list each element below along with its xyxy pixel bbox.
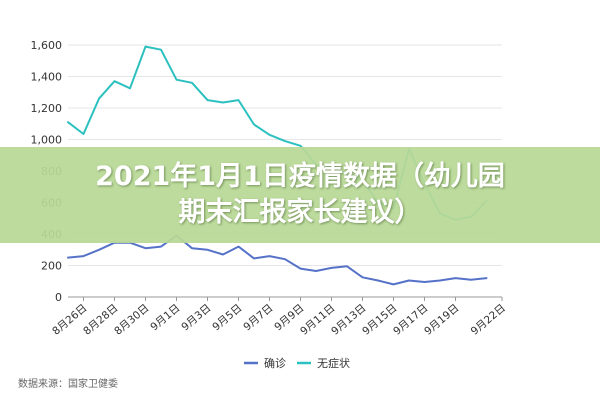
x-tick-label: 9月22日: [469, 302, 508, 338]
title-banner: 2021年1月1日疫情数据（幼儿园 期末汇报家长建议）: [0, 147, 600, 243]
x-tick-label: 9月7日: [241, 302, 275, 333]
x-axis: 8月26日8月28日8月30日9月1日9月3日9月5日9月7日9月9日9月11日…: [50, 296, 508, 338]
y-tick-label: 1,200: [31, 102, 63, 115]
y-tick-label: 0: [55, 291, 62, 304]
y-tick-label: 1,600: [31, 39, 63, 52]
y-tick-label: 1,400: [31, 71, 63, 84]
banner-title-line-2: 期末汇报家长建议）: [178, 197, 422, 228]
data-source-note: 数据来源：国家卫健委: [18, 379, 118, 390]
series-line-confirmed: [67, 234, 488, 286]
legend-label-asymptomatic: 无症状: [317, 356, 350, 370]
x-tick-label: 9月1日: [148, 302, 182, 333]
legend: 确诊 无症状: [244, 356, 350, 370]
y-tick-label: 1,000: [31, 134, 63, 147]
x-tick-label: 9月19日: [422, 302, 461, 338]
x-tick-label: 9月3日: [179, 302, 213, 333]
y-tick-label: 200: [41, 260, 62, 273]
x-tick-label: 8月30日: [112, 302, 151, 338]
legend-label-confirmed: 确诊: [264, 356, 286, 370]
x-tick-label: 9月5日: [210, 302, 244, 333]
banner-title-line-1: 2021年1月1日疫情数据（幼儿园: [95, 161, 505, 192]
